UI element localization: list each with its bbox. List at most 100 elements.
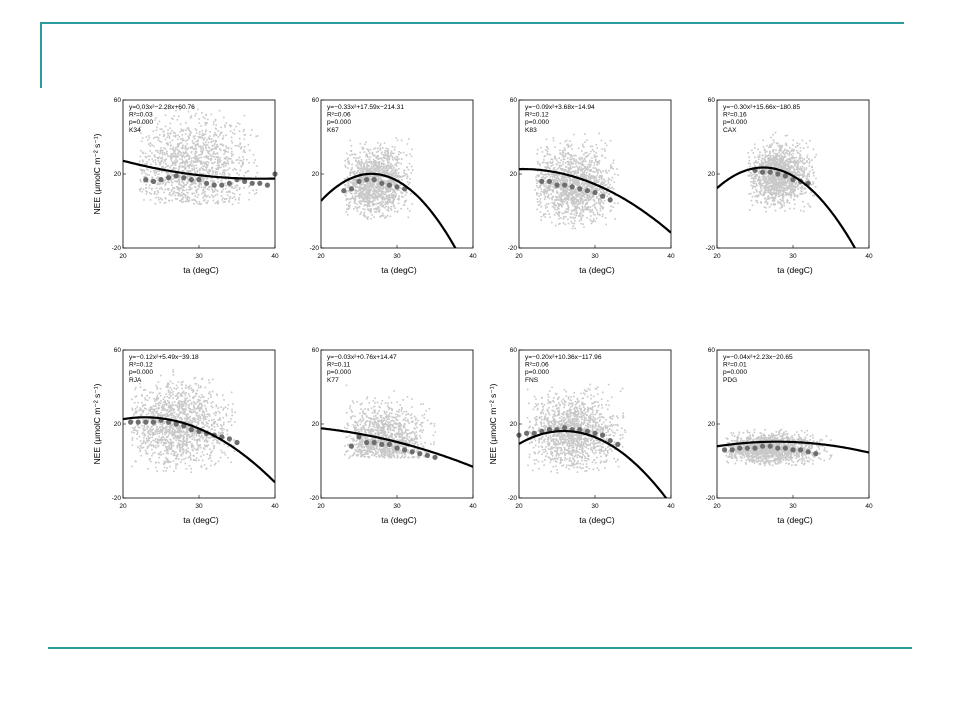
scatter-point bbox=[345, 192, 348, 194]
scatter-point bbox=[610, 179, 613, 181]
scatter-point bbox=[383, 182, 386, 184]
scatter-point bbox=[249, 134, 252, 136]
scatter-point bbox=[567, 167, 570, 169]
scatter-point bbox=[768, 146, 770, 149]
scatter-point bbox=[237, 202, 240, 204]
scatter-point bbox=[164, 160, 167, 162]
scatter-point bbox=[353, 183, 356, 185]
scatter-point bbox=[543, 159, 545, 161]
scatter-point bbox=[216, 164, 219, 167]
scatter-point bbox=[193, 182, 196, 185]
scatter-point bbox=[249, 184, 251, 187]
scatter-point bbox=[805, 178, 808, 180]
scatter-point bbox=[186, 127, 189, 130]
scatter-point bbox=[769, 158, 771, 161]
scatter-point bbox=[189, 117, 192, 119]
scatter-point bbox=[187, 180, 189, 182]
scatter-point bbox=[548, 189, 551, 191]
scatter-point bbox=[778, 191, 780, 194]
scatter-point bbox=[184, 200, 187, 203]
scatter-point bbox=[537, 162, 539, 165]
scatter-point bbox=[558, 157, 560, 159]
scatter-point bbox=[353, 179, 355, 182]
scatter-point bbox=[172, 118, 174, 120]
scatter-point bbox=[391, 164, 394, 167]
scatter-point bbox=[765, 207, 767, 209]
scatter-point bbox=[774, 131, 777, 134]
scatter-point bbox=[575, 191, 578, 194]
scatter-point bbox=[563, 179, 565, 182]
scatter-point bbox=[216, 177, 219, 180]
scatter-point bbox=[348, 207, 351, 209]
scatter-point bbox=[384, 193, 387, 195]
scatter-point bbox=[173, 187, 176, 189]
scatter-point bbox=[761, 165, 763, 168]
scatter-point bbox=[779, 207, 782, 209]
scatter-point bbox=[178, 165, 181, 168]
scatter-point bbox=[398, 189, 400, 191]
scatter-point bbox=[243, 174, 245, 177]
scatter-point bbox=[582, 173, 584, 176]
scatter-point bbox=[211, 188, 213, 191]
scatter-point bbox=[217, 161, 219, 163]
scatter-point bbox=[360, 196, 362, 198]
scatter-point bbox=[381, 200, 384, 202]
scatter-point bbox=[365, 141, 367, 143]
scatter-point bbox=[163, 147, 165, 149]
scatter-point bbox=[213, 148, 216, 150]
scatter-point bbox=[762, 167, 764, 170]
scatter-point bbox=[206, 171, 209, 174]
scatter-point bbox=[553, 183, 556, 185]
scatter-point bbox=[199, 154, 202, 156]
scatter-point bbox=[366, 187, 369, 189]
scatter-point bbox=[551, 161, 554, 163]
scatter-point bbox=[188, 189, 191, 191]
scatter-point bbox=[609, 139, 612, 142]
scatter-point bbox=[603, 181, 605, 184]
scatter-point bbox=[369, 188, 372, 191]
scatter-point bbox=[553, 157, 556, 160]
scatter-point bbox=[167, 172, 170, 175]
scatter-point bbox=[571, 162, 574, 165]
scatter-point bbox=[564, 140, 567, 143]
scatter-point bbox=[547, 162, 549, 164]
scatter-point bbox=[195, 140, 197, 143]
scatter-point bbox=[170, 153, 173, 156]
scatter-point bbox=[213, 135, 215, 137]
scatter-point bbox=[368, 181, 370, 184]
scatter-point bbox=[567, 222, 570, 225]
scatter-point bbox=[180, 138, 182, 140]
scatter-point bbox=[409, 153, 411, 155]
scatter-point bbox=[597, 199, 600, 201]
scatter-point bbox=[554, 174, 556, 177]
scatter-point bbox=[215, 128, 218, 130]
scatter-point bbox=[567, 157, 569, 160]
scatter-point bbox=[177, 186, 179, 188]
scatter-point bbox=[579, 212, 582, 215]
scatter-point bbox=[580, 167, 582, 169]
scatter-point bbox=[375, 197, 378, 200]
scatter-point bbox=[366, 161, 369, 164]
scatter-point bbox=[571, 216, 574, 219]
scatter-point bbox=[551, 158, 554, 161]
scatter-point bbox=[606, 190, 609, 193]
scatter-point bbox=[764, 151, 766, 154]
scatter-point bbox=[154, 203, 157, 205]
scatter-point bbox=[787, 188, 790, 190]
scatter-point bbox=[348, 202, 350, 205]
scatter-point bbox=[393, 195, 396, 197]
scatter-point bbox=[200, 166, 203, 169]
scatter-point bbox=[575, 183, 577, 186]
scatter-point bbox=[382, 191, 384, 193]
scatter-point bbox=[580, 170, 582, 172]
scatter-point bbox=[207, 163, 209, 166]
scatter-point bbox=[192, 198, 195, 201]
scatter-point bbox=[407, 168, 410, 171]
scatter-point bbox=[583, 165, 586, 168]
scatter-point bbox=[590, 150, 592, 153]
scatter-point bbox=[808, 162, 811, 165]
scatter-point bbox=[598, 202, 600, 205]
scatter-point bbox=[369, 181, 371, 184]
scatter-point bbox=[590, 163, 592, 165]
scatter-point bbox=[395, 137, 397, 139]
